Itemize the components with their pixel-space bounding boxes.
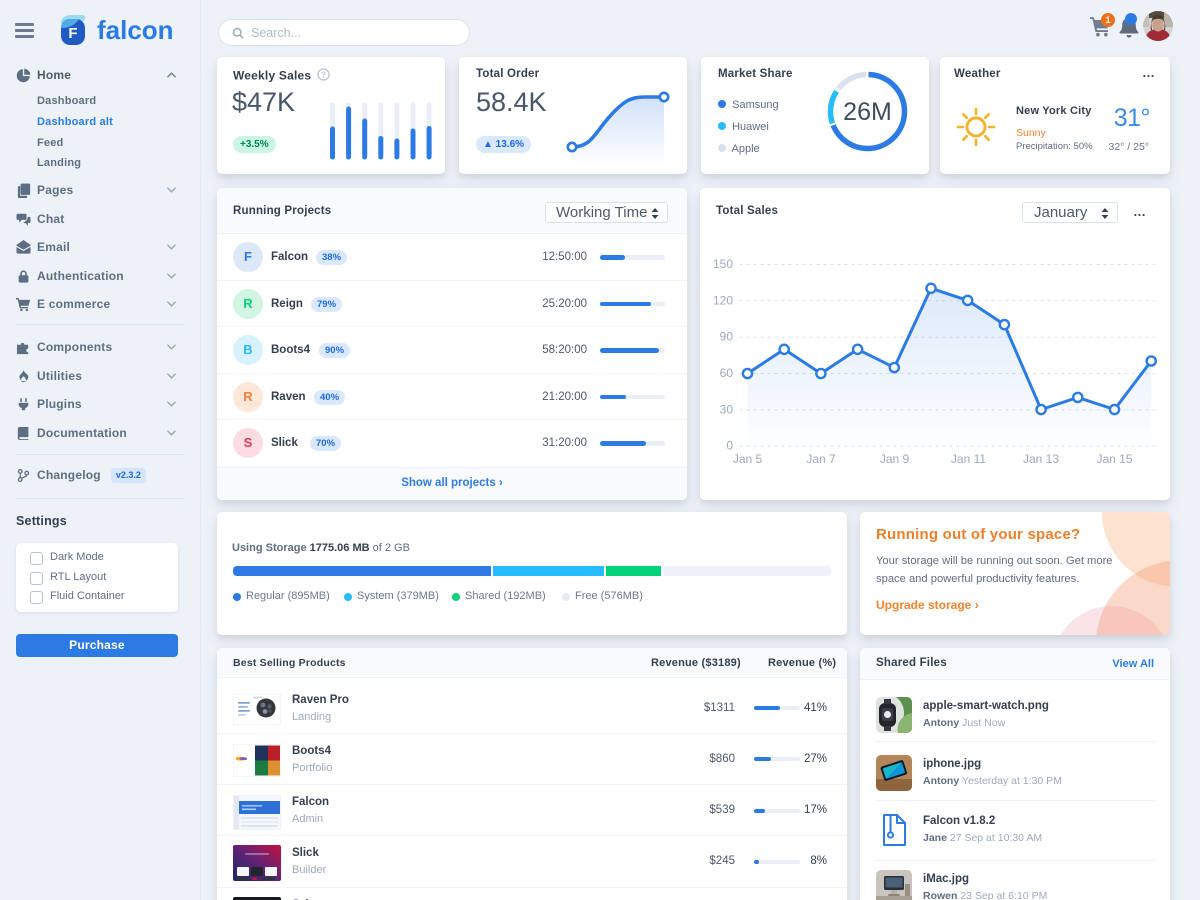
svg-text:60: 60: [720, 366, 734, 380]
svg-text:Jan 5: Jan 5: [733, 452, 763, 466]
svg-text:Jan 11: Jan 11: [951, 452, 986, 466]
svg-text:F: F: [68, 25, 77, 42]
svg-text:90: 90: [720, 330, 734, 344]
svg-text:0: 0: [726, 439, 733, 453]
svg-text:120: 120: [713, 293, 733, 307]
svg-text:Jan 7: Jan 7: [806, 452, 836, 466]
svg-text:26M: 26M: [843, 98, 892, 126]
svg-text:Jan 15: Jan 15: [1096, 452, 1132, 466]
svg-text:30: 30: [720, 402, 734, 416]
svg-text:150: 150: [713, 257, 733, 271]
svg-text:?: ?: [321, 70, 326, 80]
svg-text:Jan 9: Jan 9: [880, 452, 910, 466]
svg-text:Jan 13: Jan 13: [1023, 452, 1059, 466]
